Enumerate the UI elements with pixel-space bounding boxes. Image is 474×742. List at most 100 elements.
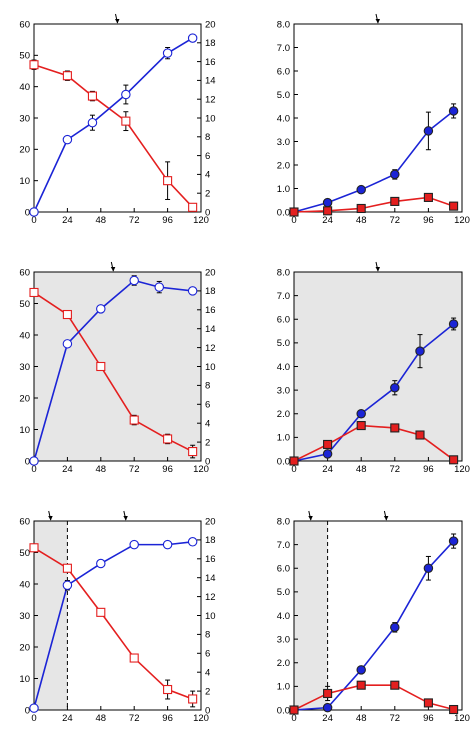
data-point-circle bbox=[415, 346, 425, 356]
y-tick-label: 1.0 bbox=[277, 433, 290, 444]
y-tick-label: 7.0 bbox=[277, 43, 290, 54]
data-point-square bbox=[62, 309, 72, 320]
data-point-square bbox=[289, 456, 299, 466]
y-tick-label: 7.0 bbox=[277, 540, 290, 551]
data-point-circle bbox=[187, 537, 198, 547]
data-point-square bbox=[449, 201, 459, 211]
plot-frame bbox=[33, 23, 202, 213]
y-tick-label: 20 bbox=[19, 642, 30, 653]
annotation-arrow-head bbox=[308, 516, 313, 521]
y2-tick-label: 6 bbox=[205, 400, 210, 411]
data-point-circle bbox=[96, 304, 106, 314]
y2-tick-label: 18 bbox=[205, 38, 216, 49]
x-tick-label: 48 bbox=[96, 713, 107, 724]
annotation-arrow-head bbox=[383, 516, 389, 521]
data-point-circle bbox=[356, 665, 366, 675]
data-point-circle bbox=[356, 184, 366, 195]
x-tick-label: 48 bbox=[96, 215, 107, 226]
data-point-circle bbox=[322, 449, 333, 459]
y2-tick-label: 12 bbox=[205, 592, 216, 603]
x-tick-label: 96 bbox=[162, 464, 173, 475]
data-point-square bbox=[96, 607, 106, 617]
chart-panel-a: 0 24 48 72 96 1200102030405060024681012141618… bbox=[19, 13, 216, 226]
y-tick-label: 50 bbox=[19, 51, 30, 62]
plot-frame bbox=[293, 23, 463, 213]
x-tick-label: 48 bbox=[96, 464, 107, 475]
x-tick-label: 96 bbox=[423, 464, 434, 475]
y-tick-label: 0 bbox=[25, 705, 30, 716]
y-tick-label: 3.0 bbox=[277, 634, 290, 645]
x-tick-label: 120 bbox=[193, 215, 209, 226]
x-tick-label: 72 bbox=[390, 215, 401, 226]
data-point-square bbox=[356, 680, 366, 690]
y2-tick-label: 2 bbox=[205, 686, 210, 697]
series-gentisate bbox=[289, 680, 459, 715]
data-point-circle bbox=[62, 339, 73, 349]
data-point-circle bbox=[96, 558, 106, 569]
y-tick-label: 7.0 bbox=[277, 291, 290, 302]
y2-tick-label: 14 bbox=[205, 76, 216, 87]
y2-tick-label: 20 bbox=[205, 19, 216, 30]
annotation-arrow-head bbox=[375, 267, 380, 272]
y2-tick-label: 4 bbox=[205, 170, 210, 181]
y-tick-label: 10 bbox=[19, 176, 30, 187]
chart-panel-b: 0 24 48 72 96 120 0.0 1.0 2.0 3.0 4.0 5.0 6.0 7.0 8.0 bbox=[277, 13, 470, 226]
y2-tick-label: 16 bbox=[205, 554, 216, 565]
shaded-region bbox=[34, 272, 201, 461]
y-tick-label: 60 bbox=[19, 516, 30, 527]
y2-tick-label: 8 bbox=[205, 630, 210, 641]
data-point-square bbox=[188, 694, 198, 704]
y2-tick-label: 10 bbox=[205, 362, 216, 373]
x-tick-label: 0 bbox=[291, 713, 296, 724]
series-glucose bbox=[29, 543, 198, 708]
y-tick-label: 60 bbox=[19, 267, 30, 278]
y-tick-label: 30 bbox=[19, 611, 30, 622]
data-point-square bbox=[356, 421, 366, 431]
data-point-square bbox=[390, 196, 400, 206]
y-tick-label: 1.0 bbox=[277, 184, 290, 195]
chart-panel-d: 0 24 48 72 96 120 0.0 1.0 2.0 3.0 4.0 5.0 6.0 7.0 8.0 bbox=[277, 261, 470, 475]
data-point-square bbox=[129, 415, 139, 425]
x-tick-label: 72 bbox=[390, 464, 401, 475]
x-tick-label: 24 bbox=[62, 713, 73, 724]
data-point-square bbox=[390, 680, 400, 690]
x-tick-label: 0 bbox=[31, 713, 36, 724]
y2-tick-label: 0 bbox=[205, 705, 210, 716]
chart-panel-c: 0 24 48 72 96 1200102030405060024681012141618… bbox=[19, 261, 216, 475]
data-point-square bbox=[163, 176, 173, 186]
y2-tick-label: 10 bbox=[205, 611, 216, 622]
annotation-arrow-head bbox=[375, 19, 380, 24]
x-tick-label: 24 bbox=[322, 215, 333, 226]
data-point-square bbox=[62, 563, 72, 573]
data-point-circle bbox=[423, 126, 434, 136]
data-point-square bbox=[188, 446, 198, 457]
y-tick-label: 0 bbox=[25, 207, 30, 218]
x-tick-label: 48 bbox=[356, 464, 367, 475]
y-tick-label: 50 bbox=[19, 548, 30, 559]
y2-tick-label: 20 bbox=[205, 516, 216, 527]
series-od600 bbox=[29, 537, 198, 713]
data-point-circle bbox=[87, 117, 98, 128]
data-point-circle bbox=[390, 622, 400, 633]
data-point-circle bbox=[29, 207, 39, 217]
series-line bbox=[33, 63, 194, 208]
data-point-square bbox=[323, 688, 333, 699]
data-point-circle bbox=[448, 319, 459, 329]
series-glucose bbox=[29, 59, 198, 212]
data-point-circle bbox=[154, 282, 165, 292]
y2-tick-label: 16 bbox=[205, 57, 216, 68]
y2-tick-label: 6 bbox=[205, 649, 210, 660]
series-line bbox=[293, 323, 455, 462]
y-tick-label: 8.0 bbox=[277, 267, 290, 278]
data-point-square bbox=[96, 361, 106, 372]
y-tick-label: 40 bbox=[19, 82, 30, 93]
x-tick-label: 0 bbox=[31, 464, 36, 475]
annotation-arrow-head bbox=[123, 516, 128, 521]
data-point-square bbox=[121, 116, 131, 126]
chart-panel-e: 0 24 48 72 96 1200102030405060024681012141618… bbox=[19, 510, 216, 724]
data-point-square bbox=[188, 202, 198, 212]
y-tick-label: 20 bbox=[19, 145, 30, 156]
series-gentisate bbox=[289, 421, 459, 466]
data-point-square bbox=[356, 203, 366, 214]
